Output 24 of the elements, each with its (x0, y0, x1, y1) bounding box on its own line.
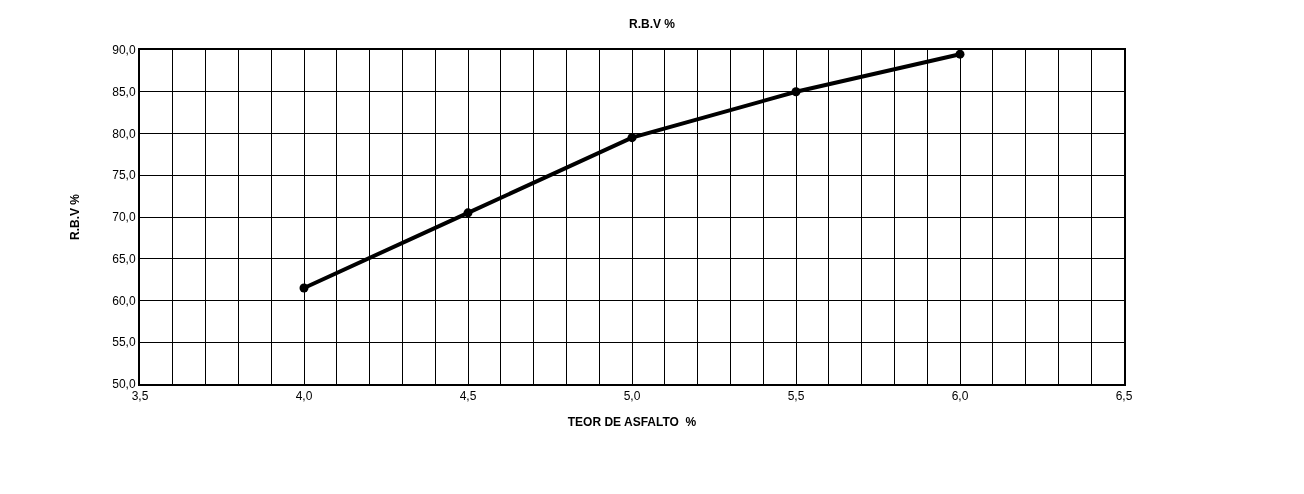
y-tick-label: 70,0 (112, 210, 136, 225)
y-tick-label: 60,0 (112, 293, 136, 308)
y-tick-label: 65,0 (112, 251, 136, 266)
y-tick-label: 90,0 (112, 43, 136, 58)
y-tick-label: 55,0 (112, 335, 136, 350)
y-tick-label: 80,0 (112, 126, 136, 141)
text: 3,5 (131, 389, 149, 404)
chart-title: R.B.V % (628, 17, 676, 32)
y-tick-label: 75,0 (112, 168, 136, 183)
y-axis-title: R.B.V % (68, 193, 83, 241)
x-tick-label: 4,5 (459, 389, 477, 404)
x-tick-label: 6,5 (1115, 389, 1133, 404)
y-tick-label: 50,0 (112, 377, 136, 392)
x-tick-label: 6,0 (951, 389, 969, 404)
point (955, 50, 965, 59)
x-tick-label: 5,5 (787, 389, 805, 404)
x-tick-label: 5,0 (623, 389, 641, 404)
x-tick-label: 4,0 (295, 389, 313, 404)
point (463, 208, 473, 218)
point (791, 87, 801, 97)
point (299, 283, 309, 293)
y-tick-label: 85,0 (112, 84, 136, 99)
x-axis-title: TEOR DE ASFALTO % (567, 414, 697, 429)
point (627, 133, 637, 143)
